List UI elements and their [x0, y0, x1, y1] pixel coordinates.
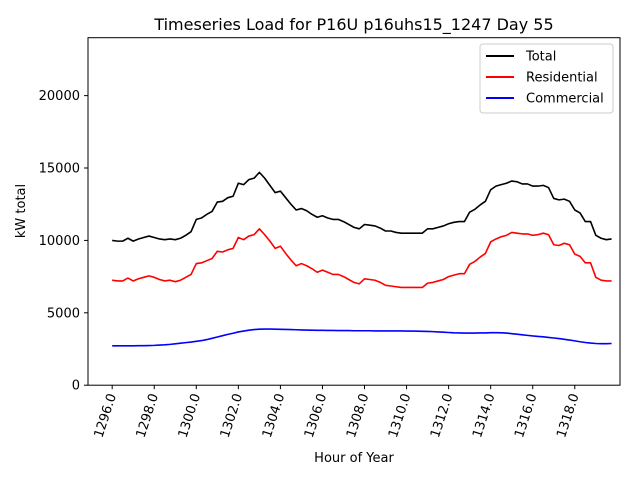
series-line-commercial [112, 328, 612, 347]
legend-label-total: Total [525, 50, 556, 65]
series-line-total [112, 171, 612, 242]
x-tick-label: 1300.0 [176, 392, 204, 440]
legend-entries: Total Residential Commercial [486, 50, 604, 107]
x-axis: 1296.0 1298.0 1300.0 1302.0 1304.0 1306.0 1308… [92, 385, 583, 440]
x-tick-label: 1312.0 [428, 392, 456, 440]
y-tick-label: 20000 [39, 89, 80, 104]
y-tick-label: 0 [72, 379, 80, 394]
legend-label-commercial: Commercial [526, 92, 604, 107]
plot-frame [87, 37, 621, 386]
x-tick-label: 1316.0 [512, 392, 540, 440]
y-tick-label: 10000 [39, 234, 80, 249]
legend: Total Residential Commercial [479, 43, 614, 114]
legend-label-residential: Residential [526, 71, 598, 86]
legend-box [479, 43, 614, 114]
x-tick-label: 1310.0 [386, 392, 414, 440]
y-tick-label: 5000 [47, 306, 80, 321]
x-tick-label: 1314.0 [470, 392, 498, 440]
y-axis-label: kW total [14, 184, 29, 238]
y-axis: 0 5000 10000 15000 20000 [39, 89, 88, 394]
series-layer [112, 171, 612, 347]
y-tick-label: 15000 [39, 162, 80, 177]
x-tick-label: 1304.0 [260, 392, 288, 440]
x-axis-label: Hour of Year [314, 451, 394, 466]
x-tick-label: 1298.0 [134, 392, 162, 440]
x-tick-label: 1302.0 [218, 392, 246, 440]
x-tick-label: 1318.0 [554, 392, 582, 440]
x-tick-label: 1306.0 [302, 392, 330, 440]
x-tick-label: 1308.0 [344, 392, 372, 440]
chart-title: Timeseries Load for P16U p16uhs15_1247 D… [153, 15, 553, 35]
x-tick-label: 1296.0 [92, 392, 120, 440]
series-line-residential [112, 228, 612, 289]
